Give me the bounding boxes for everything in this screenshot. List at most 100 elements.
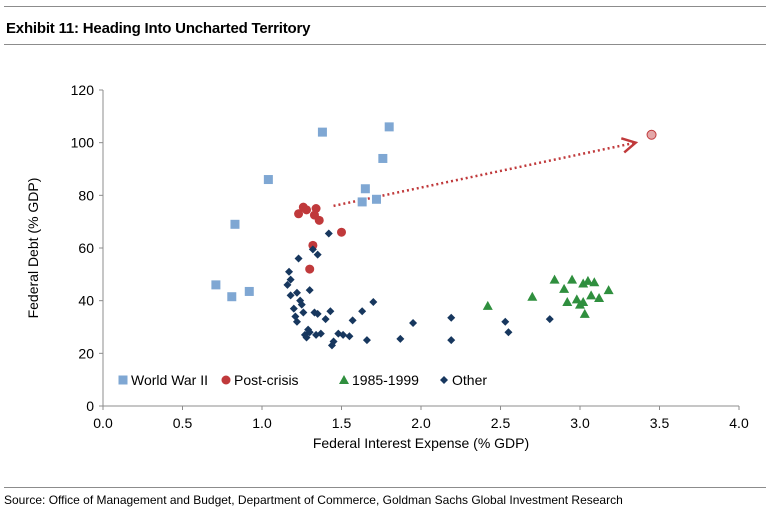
point-1985-1999 <box>578 296 589 306</box>
chart-axes: 0 20 40 60 80 100 120 0.0 0.5 1.0 1.5 2.0 2.5 3.0 3.5 4… <box>25 82 749 451</box>
point-other <box>324 229 333 238</box>
point-other <box>369 297 378 306</box>
point-other <box>305 286 314 295</box>
point-other <box>447 336 456 345</box>
point-post-crisis <box>314 215 324 225</box>
point-world-war-ii <box>211 280 221 290</box>
x-axis-label: Federal Interest Expense (% GDP) <box>313 435 529 451</box>
point-1985-1999 <box>527 291 538 301</box>
point-post-crisis <box>302 205 312 215</box>
title-rule <box>4 44 766 45</box>
point-post-crisis <box>337 227 346 237</box>
point-world-war-ii <box>371 194 381 204</box>
x-tick-label: 3.0 <box>570 415 590 431</box>
y-tick-label: 80 <box>78 187 94 203</box>
point-other <box>329 337 338 346</box>
y-tick-label: 40 <box>78 293 94 309</box>
point-post-crisis <box>305 264 315 274</box>
point-other <box>313 309 322 318</box>
legend-label-other: Other <box>452 372 487 388</box>
point-other <box>409 319 418 328</box>
point-other <box>345 332 354 341</box>
point-world-war-ii <box>317 127 327 137</box>
chart-marks <box>211 122 657 350</box>
point-other <box>313 250 322 259</box>
point-other <box>362 336 371 345</box>
x-tick-label: 4.0 <box>729 415 749 431</box>
point-1985-1999 <box>559 283 570 293</box>
legend-marker-1985-1999 <box>339 375 349 384</box>
x-tick-label: 3.5 <box>650 415 670 431</box>
point-post-crisis <box>294 209 304 219</box>
point-other <box>308 245 317 254</box>
point-other <box>447 313 456 322</box>
legend-label-world-war-ii: World War II <box>131 372 208 388</box>
point-1985-1999 <box>562 296 573 306</box>
x-tick-label: 0.5 <box>173 415 193 431</box>
point-1985-1999 <box>567 274 578 284</box>
legend-marker-other <box>440 376 448 384</box>
source-rule <box>4 487 766 488</box>
y-tick-label: 0 <box>86 398 94 414</box>
point-other <box>305 328 314 337</box>
point-world-war-ii <box>378 153 388 163</box>
point-other <box>285 267 294 276</box>
point-other <box>286 275 295 284</box>
exhibit-title: Exhibit 11: Heading Into Uncharted Terri… <box>6 20 311 37</box>
point-other <box>294 254 303 263</box>
point-other <box>504 328 513 337</box>
point-other <box>321 315 330 324</box>
point-other <box>297 300 306 309</box>
point-post-crisis <box>311 204 321 213</box>
y-tick-label: 100 <box>71 135 95 151</box>
point-other <box>292 288 301 297</box>
trend-arrow-line <box>333 141 636 208</box>
trend-arrow-head <box>620 137 639 154</box>
point-1985-1999 <box>603 285 614 295</box>
x-tick-label: 1.5 <box>332 415 352 431</box>
x-tick-label: 1.0 <box>252 415 272 431</box>
point-world-war-ii <box>360 184 370 194</box>
point-world-war-ii <box>244 286 254 296</box>
point-1985-1999 <box>578 278 589 288</box>
x-tick-label: 2.0 <box>411 415 431 431</box>
point-other <box>283 280 292 289</box>
point-world-war-ii <box>263 175 273 185</box>
point-1985-1999 <box>579 308 590 318</box>
point-world-war-ii <box>230 219 240 229</box>
point-projected <box>646 129 657 140</box>
point-other <box>299 308 308 317</box>
point-other <box>286 291 295 300</box>
point-other <box>289 304 298 313</box>
point-other <box>358 307 367 316</box>
chart-legend: World War II Post-crisis 1985-1999 Other <box>118 372 487 388</box>
top-rule <box>4 6 766 7</box>
legend-label-1985-1999: 1985-1999 <box>352 372 419 388</box>
y-tick-label: 120 <box>71 82 95 98</box>
chart-annotation <box>333 137 639 208</box>
point-world-war-ii <box>357 197 367 207</box>
y-axis-label: Federal Debt (% GDP) <box>25 178 41 319</box>
source-note: Source: Office of Management and Budget,… <box>4 493 623 507</box>
point-other <box>396 334 405 343</box>
y-tick-label: 20 <box>78 345 94 361</box>
point-other <box>316 329 325 338</box>
legend-marker-post-crisis <box>221 375 231 385</box>
point-other <box>348 316 357 325</box>
point-other <box>326 307 335 316</box>
point-other <box>339 330 348 339</box>
y-tick-label: 60 <box>78 240 94 256</box>
point-1985-1999 <box>549 274 560 284</box>
legend-label-post-crisis: Post-crisis <box>234 372 299 388</box>
point-other <box>292 317 301 326</box>
point-1985-1999 <box>482 300 493 310</box>
point-other <box>545 315 554 324</box>
x-tick-label: 2.5 <box>491 415 511 431</box>
point-world-war-ii <box>227 292 237 302</box>
point-other <box>302 333 311 342</box>
point-other <box>501 317 510 326</box>
point-1985-1999 <box>586 290 597 300</box>
point-1985-1999 <box>582 275 593 285</box>
point-world-war-ii <box>384 122 394 132</box>
